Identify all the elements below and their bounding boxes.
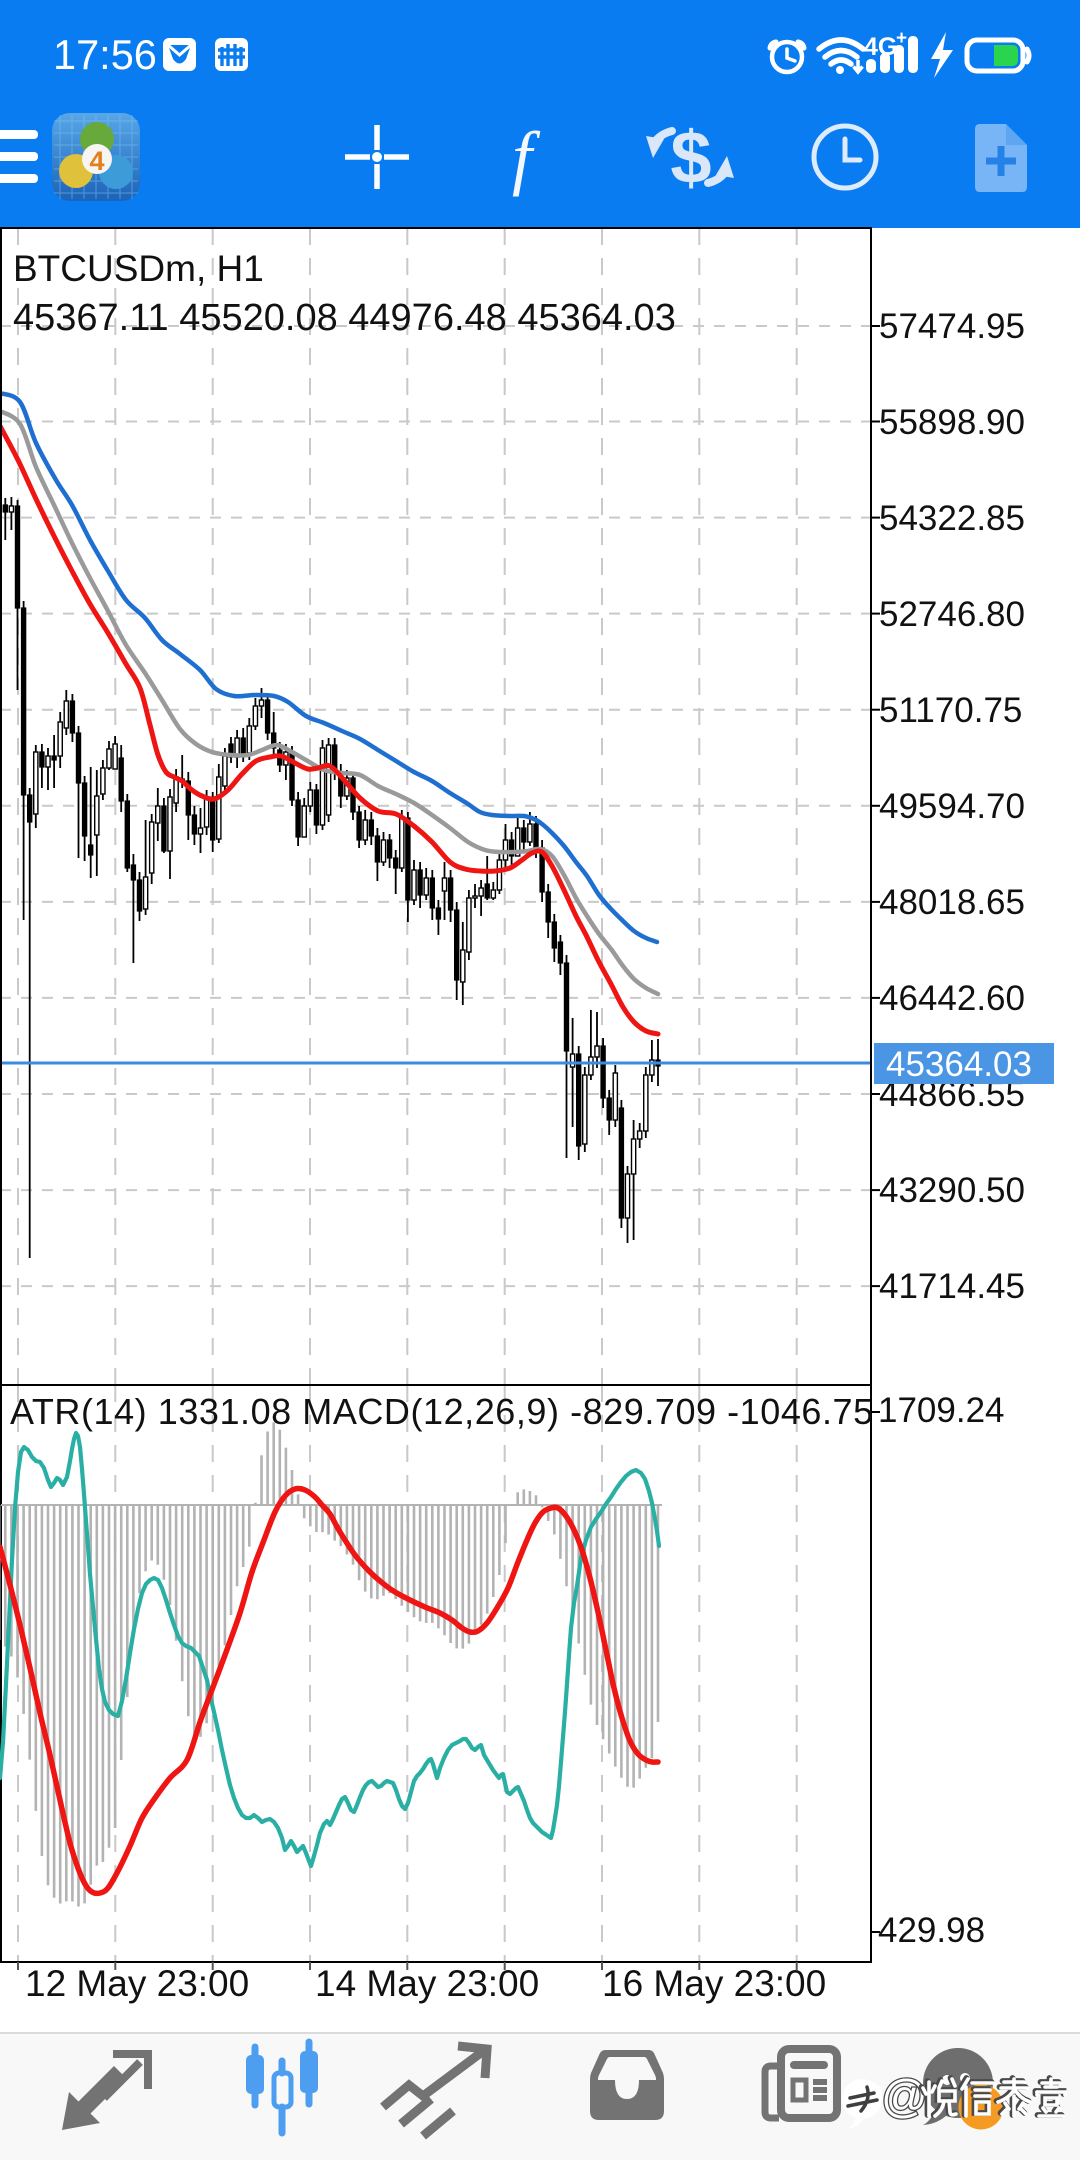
svg-text:54322.85: 54322.85 (879, 499, 1025, 538)
svg-text:49594.70: 49594.70 (879, 787, 1025, 826)
svg-text:48018.65: 48018.65 (879, 883, 1025, 922)
svg-text:57474.95: 57474.95 (879, 307, 1025, 346)
svg-text:17:56: 17:56 (53, 31, 157, 78)
svg-text:+: + (896, 28, 907, 49)
svg-text:12 May 23:00: 12 May 23:00 (25, 1963, 249, 2004)
svg-text:@: @ (881, 2070, 928, 2122)
svg-text:43290.50: 43290.50 (879, 1171, 1025, 1210)
svg-text:52746.80: 52746.80 (879, 595, 1025, 634)
svg-text:45364.03: 45364.03 (886, 1045, 1032, 1084)
svg-text:51170.75: 51170.75 (879, 691, 1022, 730)
svg-text:46442.60: 46442.60 (879, 979, 1025, 1018)
svg-text:429.98: 429.98 (878, 1911, 985, 1950)
svg-text:45367.11 45520.08 44976.48 453: 45367.11 45520.08 44976.48 45364.03 (13, 297, 676, 339)
svg-text:4: 4 (89, 146, 104, 176)
svg-text:ATR(14) 1331.08 MACD(12,26,9): ATR(14) 1331.08 MACD(12,26,9) -829.709 -… (10, 1391, 874, 1432)
svg-text:$: $ (670, 116, 711, 199)
svg-text:41714.45: 41714.45 (879, 1267, 1025, 1306)
svg-text:BTCUSDm, H1: BTCUSDm, H1 (13, 248, 264, 289)
svg-text:14 May 23:00: 14 May 23:00 (315, 1963, 539, 2004)
svg-text:1709.24: 1709.24 (878, 1391, 1005, 1430)
svg-text:55898.90: 55898.90 (879, 403, 1025, 442)
svg-text:16 May 23:00: 16 May 23:00 (602, 1963, 826, 2004)
